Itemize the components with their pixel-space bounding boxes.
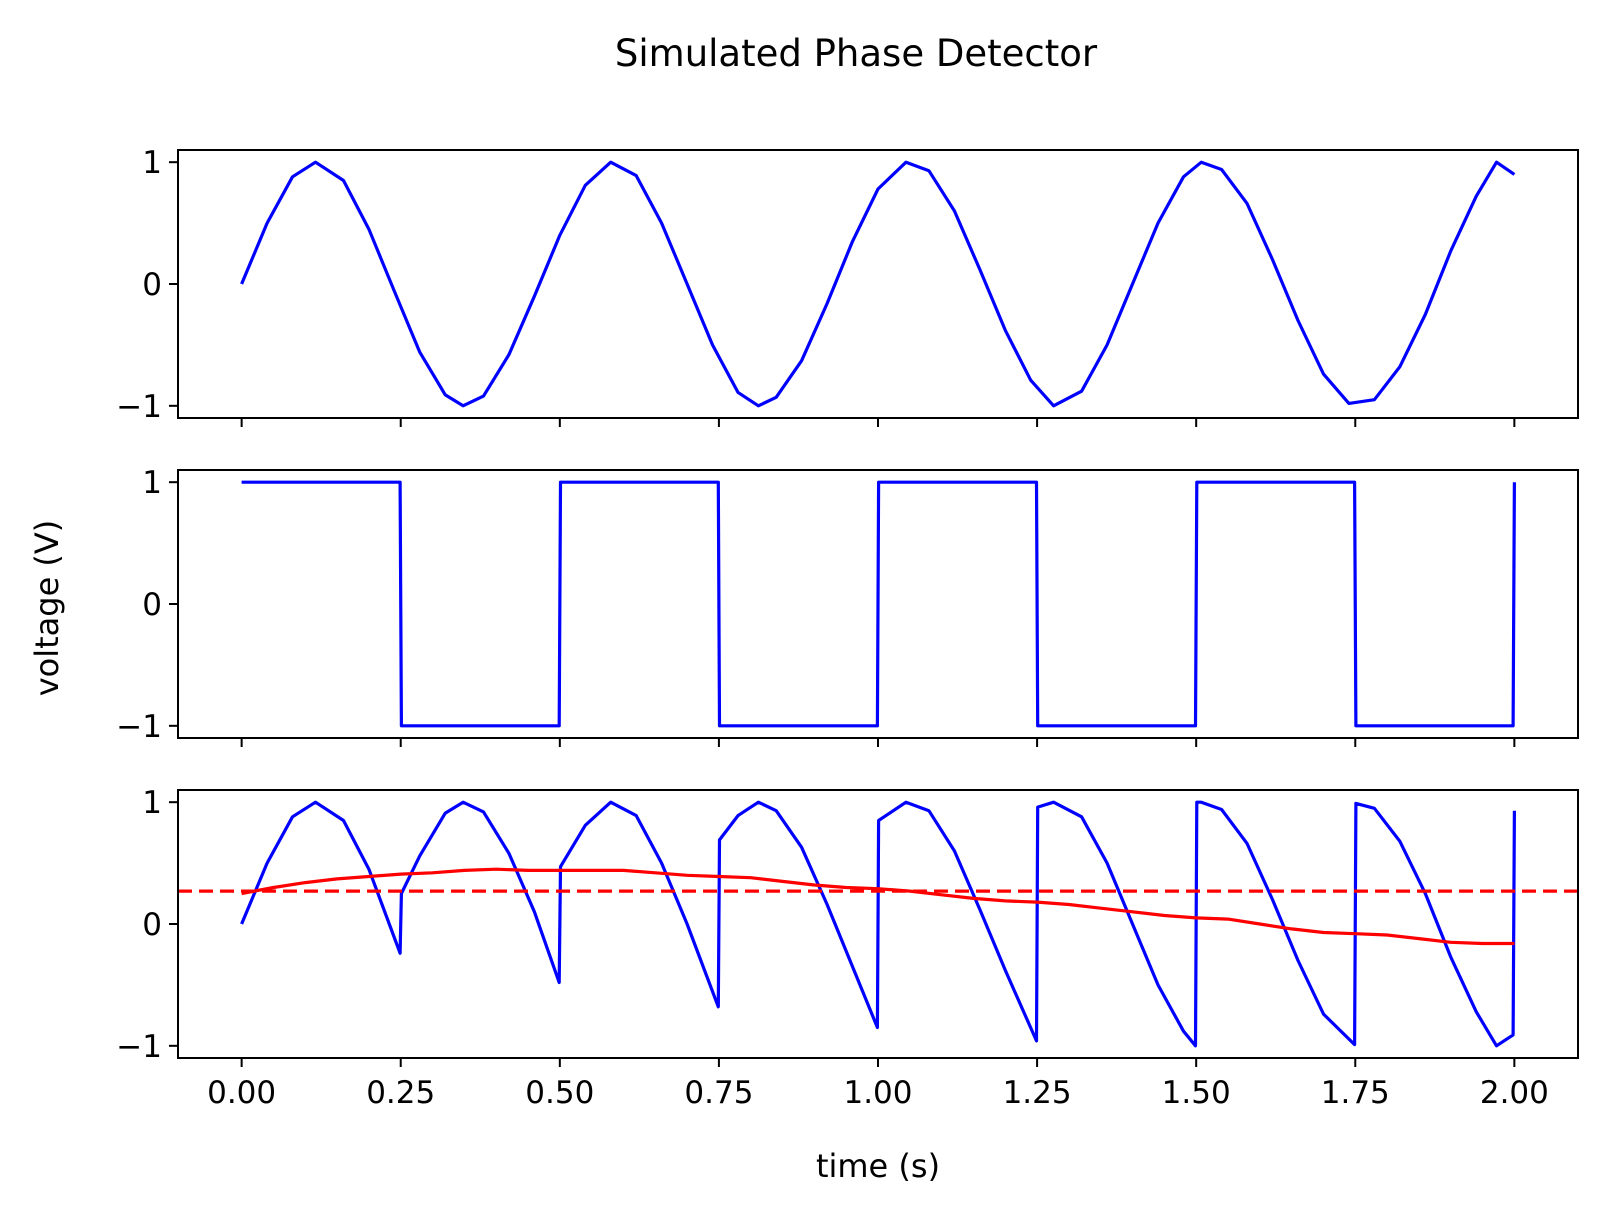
panel-2-y-tick-label: 0 <box>142 587 162 623</box>
panel-3: −1 0 1 0.00 0.25 0.50 0.75 1.00 1.25 1.50 1.75 2.00 <box>116 785 1579 1111</box>
panel-1-y-tick-label: 1 <box>142 145 162 181</box>
x-tick-label: 2.00 <box>1480 1075 1549 1111</box>
panel-1-y-tick-label: 0 <box>142 267 162 303</box>
panel-2-y-tick-label: −1 <box>116 709 162 745</box>
plot-panels: −1 0 1 −1 0 1 −1 0 1 0.00 0.25 0.50 0.75 1.00 1.25 1.50… <box>116 145 1579 1111</box>
x-tick-label: 0.25 <box>366 1075 435 1111</box>
panel-1-series-1-line <box>240 160 1516 408</box>
panel-3-y-tick-label: −1 <box>116 1029 162 1065</box>
x-tick-label: 1.75 <box>1321 1075 1390 1111</box>
x-tick-label: 0.00 <box>207 1075 276 1111</box>
panel-1-y-tick-label: −1 <box>116 389 162 425</box>
x-tick-label: 1.00 <box>843 1075 912 1111</box>
y-axis-label: voltage (V) <box>28 520 66 697</box>
panel-1: −1 0 1 <box>116 145 1579 427</box>
x-tick-label: 1.25 <box>1003 1075 1072 1111</box>
x-axis-label: time (s) <box>816 1147 940 1185</box>
panel-3-y-tick-label: 1 <box>142 785 162 821</box>
panel-2-y-tick-label: 1 <box>142 465 162 501</box>
chart-title: Simulated Phase Detector <box>615 32 1098 75</box>
panel-2-series-1-line <box>241 480 1516 728</box>
panel-3-series-2-line <box>241 867 1515 946</box>
x-tick-label: 0.75 <box>684 1075 753 1111</box>
panel-2: −1 0 1 <box>116 465 1579 747</box>
x-tick-label: 1.50 <box>1162 1075 1231 1111</box>
panel-3-y-tick-label: 0 <box>142 907 162 943</box>
panel-3-series-1-line <box>240 800 1516 1048</box>
x-tick-label: 0.50 <box>525 1075 594 1111</box>
